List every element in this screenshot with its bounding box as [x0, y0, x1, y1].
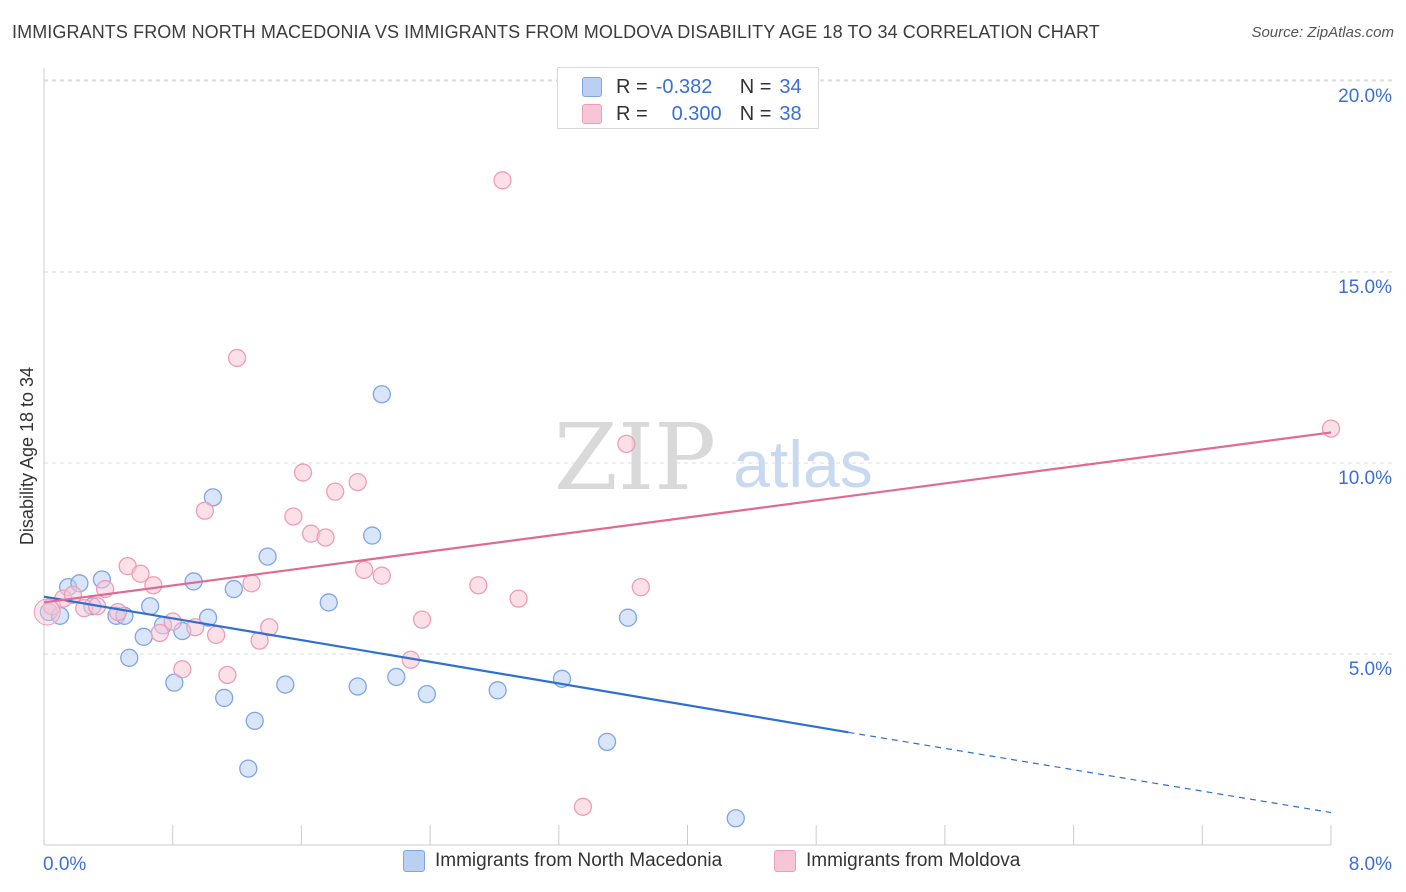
- trend-line-north-macedonia: [43, 595, 849, 734]
- data-point-north-macedonia: [134, 627, 153, 646]
- data-point-north-macedonia: [224, 579, 243, 599]
- data-point-north-macedonia: [215, 688, 234, 708]
- data-point-north-macedonia: [348, 677, 367, 696]
- y-tick-label: 10.0%: [1338, 468, 1392, 489]
- data-point-north-macedonia: [726, 809, 745, 828]
- legend-swatch-blue: [403, 850, 425, 872]
- watermark-zip: ZIP: [554, 404, 716, 511]
- data-point-moldova: [131, 564, 150, 583]
- data-point-north-macedonia: [387, 667, 406, 687]
- legend-n-value: 34: [779, 75, 802, 98]
- data-point-moldova: [469, 576, 488, 595]
- data-point-moldova: [617, 434, 636, 454]
- data-point-moldova: [1321, 419, 1341, 438]
- y-axis-label: Disability Age 18 to 34: [17, 367, 37, 545]
- y-tick-labels: 5.0% 10.0% 15.0% 20.0%: [1338, 86, 1392, 680]
- series-legend: Immigrants from North Macedonia Immigran…: [0, 850, 1406, 880]
- data-point-moldova: [412, 610, 432, 629]
- legend-r-label: R =: [616, 102, 648, 125]
- data-point-moldova: [509, 589, 528, 608]
- data-point-north-macedonia: [618, 608, 638, 627]
- watermark-atlas: atlas: [733, 427, 872, 501]
- data-point-moldova: [354, 560, 374, 580]
- x-tick-label-max: 8.0%: [1349, 854, 1392, 875]
- data-point-moldova: [195, 501, 215, 520]
- data-point-north-macedonia: [141, 597, 160, 616]
- data-point-moldova: [372, 566, 391, 585]
- trend-line-moldova: [43, 431, 1332, 604]
- data-point-moldova-cluster: [33, 598, 61, 626]
- data-point-moldova: [206, 625, 226, 645]
- data-point-moldova: [163, 612, 182, 631]
- legend-r-value: -0.382: [655, 75, 713, 98]
- data-point-north-macedonia: [319, 593, 338, 612]
- data-point-moldova: [227, 348, 247, 368]
- data-point-moldova: [316, 528, 335, 547]
- legend-item-moldova[interactable]: Immigrants from Moldova: [774, 850, 1020, 872]
- legend-label-north-macedonia: Immigrants from North Macedonia: [435, 850, 723, 871]
- data-point-moldova: [173, 660, 192, 679]
- data-point-north-macedonia: [488, 681, 507, 700]
- legend-row-moldova: R = 0.300 N = 38: [582, 101, 802, 127]
- chart-title: IMMIGRANTS FROM NORTH MACEDONIA VS IMMIG…: [12, 22, 1100, 42]
- data-point-north-macedonia: [203, 488, 223, 507]
- data-point-moldova: [144, 576, 163, 595]
- source-label: Source: ZipAtlas.com: [1251, 24, 1394, 41]
- x-tick-label-min: 0.0%: [43, 854, 86, 875]
- data-point-moldova: [293, 463, 313, 482]
- data-point-north-macedonia: [258, 547, 277, 566]
- data-point-north-macedonia: [363, 526, 382, 545]
- data-point-north-macedonia: [245, 711, 264, 730]
- y-tick-label: 20.0%: [1338, 86, 1392, 107]
- data-point-moldova: [326, 482, 345, 501]
- data-point-moldova: [573, 797, 593, 816]
- axes: [43, 68, 1332, 846]
- data-point-north-macedonia: [198, 608, 218, 627]
- data-point-north-macedonia: [417, 684, 437, 704]
- data-point-north-macedonia: [239, 759, 258, 778]
- legend-n-label: N =: [739, 102, 772, 125]
- legend-row-north-macedonia: R = -0.382 N = 34: [582, 74, 802, 100]
- data-point-north-macedonia: [276, 675, 295, 694]
- data-point-north-macedonia: [120, 648, 139, 667]
- data-point-north-macedonia: [372, 385, 391, 404]
- legend-n-label: N =: [739, 75, 772, 98]
- legend-item-north-macedonia[interactable]: Immigrants from North Macedonia: [403, 850, 722, 872]
- data-point-moldova: [493, 171, 512, 190]
- data-point-north-macedonia: [597, 732, 617, 752]
- legend-r-label: R =: [616, 75, 648, 98]
- legend-r-value: 0.300: [671, 102, 722, 125]
- data-point-moldova: [631, 578, 650, 597]
- y-tick-label: 5.0%: [1349, 659, 1392, 680]
- legend-swatch-pink: [582, 104, 602, 124]
- watermark: ZIP atlas: [554, 404, 873, 511]
- trend-line-north-macedonia-extension: [848, 731, 1332, 814]
- data-point-moldova: [108, 602, 128, 622]
- legend-swatch-pink: [774, 850, 796, 872]
- legend-label-moldova: Immigrants from Moldova: [806, 850, 1021, 871]
- data-point-moldova: [348, 472, 367, 492]
- grid-lines: [44, 79, 1392, 655]
- data-point-moldova: [150, 623, 169, 643]
- data-point-moldova: [218, 665, 237, 685]
- trend-lines: [43, 431, 1332, 814]
- correlation-legend: R = -0.382 N = 34 R = 0.300 N = 38: [557, 67, 819, 129]
- data-point-north-macedonia: [165, 673, 184, 692]
- legend-n-value: 38: [779, 102, 802, 125]
- data-point-moldova: [284, 507, 303, 526]
- legend-swatch-blue: [582, 77, 602, 97]
- y-tick-label: 15.0%: [1338, 277, 1392, 298]
- data-point-moldova: [242, 574, 261, 593]
